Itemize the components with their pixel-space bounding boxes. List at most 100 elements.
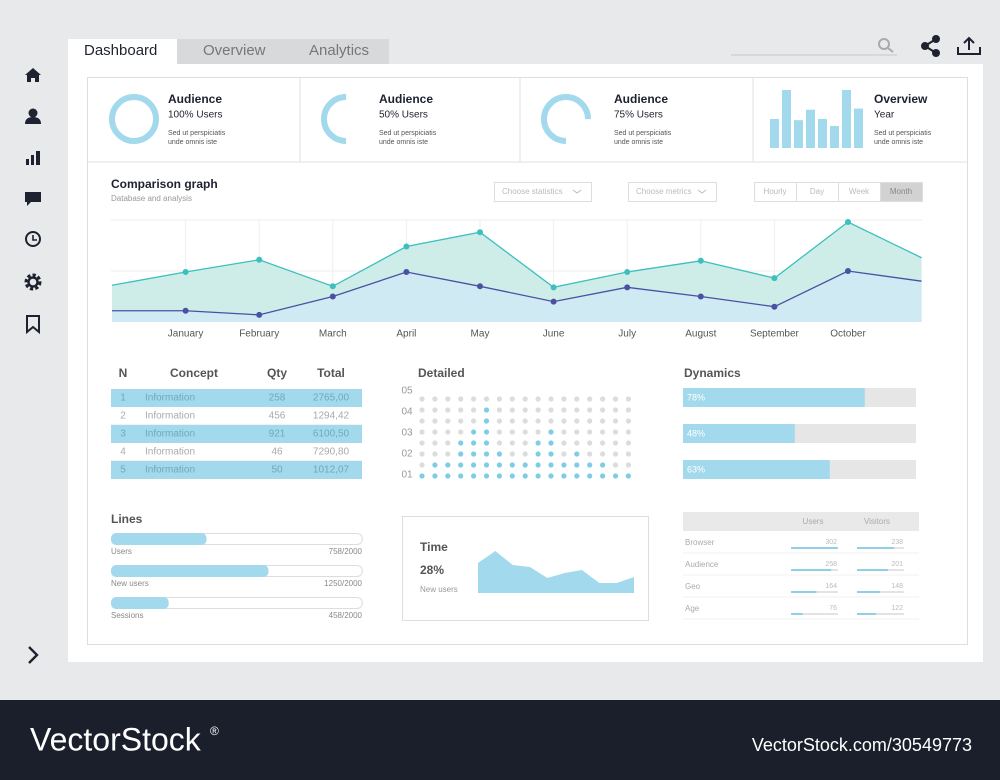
- line-name: New users: [111, 579, 149, 588]
- home-icon[interactable]: [25, 68, 41, 82]
- table-header: Concept: [170, 366, 218, 380]
- dot: [561, 440, 567, 446]
- dot: [535, 429, 541, 435]
- ring: [109, 94, 159, 144]
- dot: [509, 407, 515, 413]
- dot: [458, 429, 464, 435]
- clock-icon[interactable]: [25, 231, 41, 247]
- dropdown[interactable]: [494, 182, 592, 202]
- point: [550, 298, 557, 305]
- dot: [445, 440, 451, 446]
- dot: [483, 429, 490, 435]
- period-label: Hourly: [763, 187, 786, 196]
- bookmark-icon[interactable]: [26, 315, 40, 335]
- dot: [574, 396, 580, 402]
- dot: [587, 462, 593, 468]
- stats-header-label: Users: [803, 517, 824, 526]
- stats-name: Geo: [685, 582, 701, 591]
- stats-icon[interactable]: [26, 151, 40, 165]
- progress-label: 78%: [687, 392, 705, 402]
- point: [477, 229, 483, 236]
- expand-icon[interactable]: [28, 646, 39, 664]
- dot: [496, 418, 502, 424]
- dot: [509, 418, 515, 424]
- dropdown-label: Choose statistics: [502, 187, 562, 196]
- dot: [509, 429, 515, 435]
- dot: [483, 396, 490, 402]
- period-button[interactable]: [880, 182, 923, 202]
- stats-name: Audience: [685, 560, 719, 569]
- dot: [522, 429, 528, 435]
- dot: [600, 473, 606, 479]
- overview-bar: [830, 125, 839, 148]
- tab[interactable]: Dashboard: [84, 42, 157, 59]
- dot: [496, 440, 502, 446]
- table-cell: 2765,00: [313, 393, 350, 404]
- point: [256, 311, 263, 318]
- dot: [535, 407, 541, 413]
- progress-label: 48%: [687, 428, 705, 438]
- dot: [625, 407, 632, 413]
- overview-bar: [794, 120, 803, 148]
- user-icon[interactable]: [25, 108, 41, 125]
- search-icon[interactable]: [878, 38, 894, 53]
- point: [845, 268, 851, 274]
- dot: [561, 407, 567, 413]
- dot: [574, 440, 580, 446]
- table-cell: 1: [120, 393, 126, 404]
- brand-mark: ®: [210, 724, 219, 738]
- dot: [587, 396, 593, 402]
- card-text: unde omnis iste: [168, 139, 217, 146]
- dot: [458, 440, 464, 446]
- dot: [458, 451, 464, 457]
- upload-icon[interactable]: [957, 36, 981, 55]
- card-text: Sed ut perspiciatis: [614, 130, 672, 137]
- stats-value: 76: [829, 605, 837, 612]
- dot: [432, 429, 438, 435]
- dot: [548, 407, 554, 413]
- x-tick-label: October: [830, 329, 866, 340]
- overview-bar: [818, 119, 827, 148]
- stock-id: VectorStock.com/30549773: [752, 735, 972, 755]
- dropdown[interactable]: [628, 182, 717, 202]
- stats-value: 302: [825, 539, 837, 546]
- line-bar: [111, 597, 169, 609]
- tab[interactable]: Overview: [203, 42, 266, 59]
- settings-icon[interactable]: [24, 273, 42, 291]
- card-subtitle: Year: [874, 110, 895, 121]
- dot-column: [483, 396, 490, 479]
- table-row-highlight: [111, 389, 362, 407]
- time-caption: New users: [420, 585, 458, 594]
- dot: [509, 451, 515, 457]
- progress-label: 63%: [687, 464, 705, 474]
- dot-column: [458, 396, 464, 479]
- share-icon[interactable]: [921, 35, 940, 57]
- x-tick-label: January: [168, 329, 204, 340]
- dot: [419, 396, 425, 402]
- table-cell: 456: [269, 411, 286, 422]
- card-title: Audience: [614, 92, 668, 106]
- x-tick-label: August: [685, 329, 716, 340]
- dot-column: [600, 396, 606, 479]
- dot: [535, 440, 541, 446]
- period-label: Day: [810, 187, 824, 196]
- stats-value: 122: [891, 605, 903, 612]
- dot: [548, 440, 554, 446]
- dot: [458, 396, 464, 402]
- overview-bar: [854, 108, 863, 148]
- card-subtitle: 100% Users: [168, 110, 222, 121]
- time-value: 28%: [420, 563, 444, 577]
- dot: [419, 407, 425, 413]
- dot: [496, 451, 502, 457]
- stats-value: 148: [891, 583, 903, 590]
- tab[interactable]: Analytics: [309, 42, 369, 59]
- card-text: unde omnis iste: [614, 139, 663, 146]
- dot-column: [522, 396, 528, 479]
- dot: [600, 440, 606, 446]
- message-icon[interactable]: [25, 192, 41, 206]
- dot: [432, 418, 438, 424]
- dot: [612, 396, 619, 402]
- dot: [612, 429, 619, 435]
- table-row-highlight: [111, 461, 362, 479]
